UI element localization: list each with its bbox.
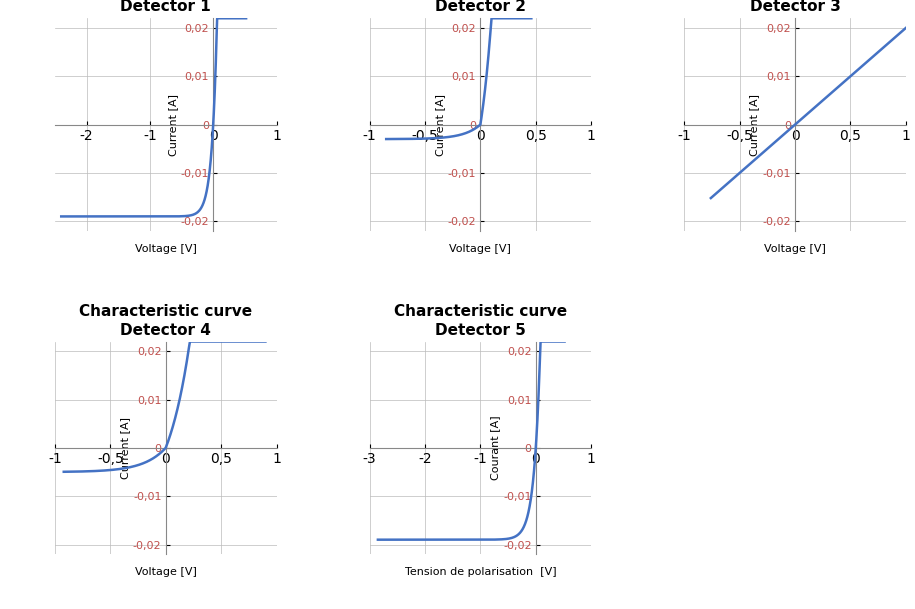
X-axis label: Tension de polarisation  [V]: Tension de polarisation [V] xyxy=(404,567,556,577)
X-axis label: Voltage [V]: Voltage [V] xyxy=(135,244,197,254)
X-axis label: Voltage [V]: Voltage [V] xyxy=(449,244,511,254)
Y-axis label: Current [A]: Current [A] xyxy=(435,94,445,156)
X-axis label: Voltage [V]: Voltage [V] xyxy=(135,567,197,577)
Title: Characteristic curve
Detector 4: Characteristic curve Detector 4 xyxy=(79,304,253,337)
Title: Characteristic curve
Detector 1: Characteristic curve Detector 1 xyxy=(79,0,253,15)
Y-axis label: Courant [A]: Courant [A] xyxy=(490,415,501,480)
Title: Characteristic curve
Detector 3: Characteristic curve Detector 3 xyxy=(708,0,882,15)
Title: Characteristic curve
Detector 5: Characteristic curve Detector 5 xyxy=(393,304,567,337)
Y-axis label: Current [A]: Current [A] xyxy=(120,417,130,479)
X-axis label: Voltage [V]: Voltage [V] xyxy=(764,244,826,254)
Y-axis label: Current [A]: Current [A] xyxy=(167,94,178,156)
Y-axis label: Current [A]: Current [A] xyxy=(749,94,759,156)
Title: Characteristic curve
Detector 2: Characteristic curve Detector 2 xyxy=(393,0,567,15)
